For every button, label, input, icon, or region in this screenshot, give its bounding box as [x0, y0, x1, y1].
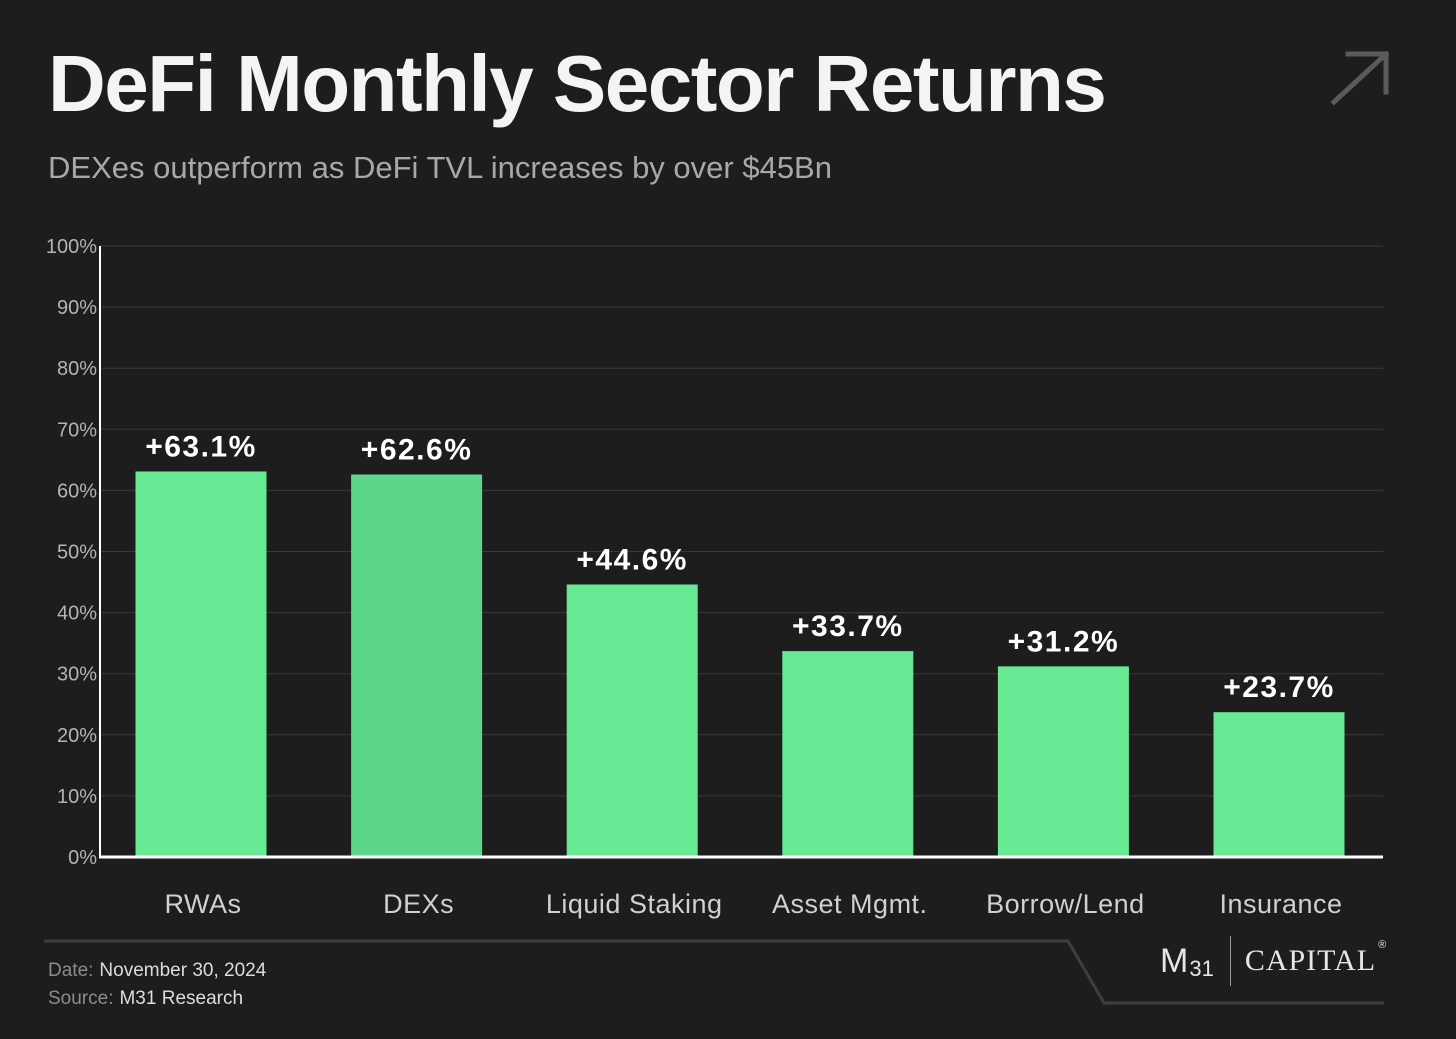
arrow-up-right-icon [1330, 50, 1390, 106]
data-labels: +63.1% +62.6% +44.6% +33.7% +31.2% +23.7% [145, 430, 1335, 704]
x-tick-label: Asset Mgmt. [772, 889, 928, 919]
data-label: +23.7% [1223, 671, 1335, 704]
logo-separator [1229, 936, 1231, 986]
bar [351, 474, 483, 857]
y-tick-label: 10% [57, 786, 97, 808]
data-label: +44.6% [576, 543, 688, 576]
y-tick-label: 100% [46, 236, 97, 258]
bar-chart: 0% 10% 20% 30% 40% 50% 60% 70% 80% 90% 100% +63.1%… [46, 236, 1383, 919]
data-label: +31.2% [1008, 625, 1120, 658]
bar [1213, 712, 1345, 857]
bar [782, 651, 914, 857]
source-line: Source: M31 Research [48, 987, 243, 1011]
logo-wordmark: CAPITAL [1244, 944, 1377, 977]
y-axis-ticks: 0% 10% 20% 30% 40% 50% 60% 70% 80% 90% 100% [46, 236, 97, 869]
y-tick-label: 40% [57, 603, 97, 625]
y-tick-label: 30% [57, 664, 97, 686]
x-tick-label: RWAs [164, 889, 241, 919]
grid-lines [100, 245, 1383, 797]
date-label: Date: [48, 960, 94, 981]
chart-subtitle: DEXes outperform as DeFi TVL increases b… [48, 150, 832, 185]
x-tick-label: Borrow/Lend [986, 889, 1145, 919]
y-tick-label: 80% [57, 358, 97, 380]
logo-mark: M [1160, 941, 1189, 980]
data-label: +63.1% [145, 430, 257, 463]
data-label: +33.7% [792, 610, 904, 643]
x-tick-label: Liquid Staking [546, 889, 723, 919]
logo-registered: ® [1378, 939, 1387, 951]
bar [135, 471, 267, 857]
x-tick-label: DEXs [383, 889, 454, 919]
logo-mark-sub: 31 [1189, 956, 1214, 981]
source-value: M31 Research [119, 988, 244, 1009]
y-tick-label: 90% [57, 297, 97, 319]
date-value: November 30, 2024 [99, 960, 267, 981]
bar [997, 666, 1129, 857]
m31-capital-logo: M 31 CAPITAL ® [1160, 934, 1386, 988]
x-tick-label: Insurance [1219, 889, 1342, 919]
x-axis-ticks: RWAs DEXs Liquid Staking Asset Mgmt. Borrow/… [164, 889, 1342, 919]
data-label: +62.6% [361, 434, 473, 467]
source-label: Source: [48, 988, 114, 1009]
bar [566, 584, 698, 857]
chart-title: DeFi Monthly Sector Returns [48, 39, 1107, 128]
y-tick-label: 70% [57, 419, 97, 441]
bars [135, 471, 1345, 857]
date-line: Date: November 30, 2024 [48, 959, 266, 983]
y-tick-label: 0% [68, 847, 97, 869]
y-tick-label: 50% [57, 542, 97, 564]
y-tick-label: 20% [57, 725, 97, 747]
y-tick-label: 60% [57, 480, 97, 502]
